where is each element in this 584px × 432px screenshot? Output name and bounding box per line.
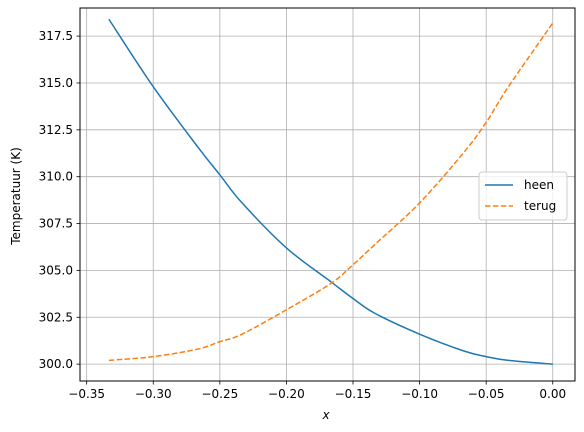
y-tick-label: 312.5 (39, 123, 73, 137)
x-axis-label: x (321, 408, 330, 422)
x-tick-label: −0.25 (201, 387, 238, 401)
x-tick-label: −0.35 (68, 387, 105, 401)
y-tick-label: 300.0 (39, 357, 73, 371)
legend-box (478, 171, 568, 221)
x-tick-label: −0.20 (268, 387, 305, 401)
legend: heen terug (478, 171, 568, 221)
plot-frame (79, 7, 576, 382)
y-axis-label: Temperatuur (K) (9, 147, 23, 246)
x-tick-label: 0.00 (539, 387, 566, 401)
legend-label-heen: heen (524, 178, 554, 192)
x-tick-label: −0.05 (468, 387, 505, 401)
series-line-heen (108, 18, 553, 365)
x-tick-label: −0.15 (335, 387, 372, 401)
y-tick-label: 317.5 (39, 29, 73, 43)
y-tick-label: 315.0 (39, 76, 73, 90)
x-tick-label: −0.10 (401, 387, 438, 401)
legend-label-terug: terug (524, 199, 556, 213)
series-line-terug (108, 22, 554, 362)
y-tick-label: 305.0 (39, 263, 73, 277)
x-tick-label: −0.30 (135, 387, 172, 401)
series-lines (108, 18, 554, 365)
y-tick-label: 302.5 (39, 310, 73, 324)
y-tick-label: 310.0 (39, 170, 73, 184)
ticks: −0.35 −0.30 −0.25 −0.20 −0.15 −0.10 −0.05 0.00 3… (39, 29, 566, 401)
y-tick-label: 307.5 (39, 217, 73, 231)
